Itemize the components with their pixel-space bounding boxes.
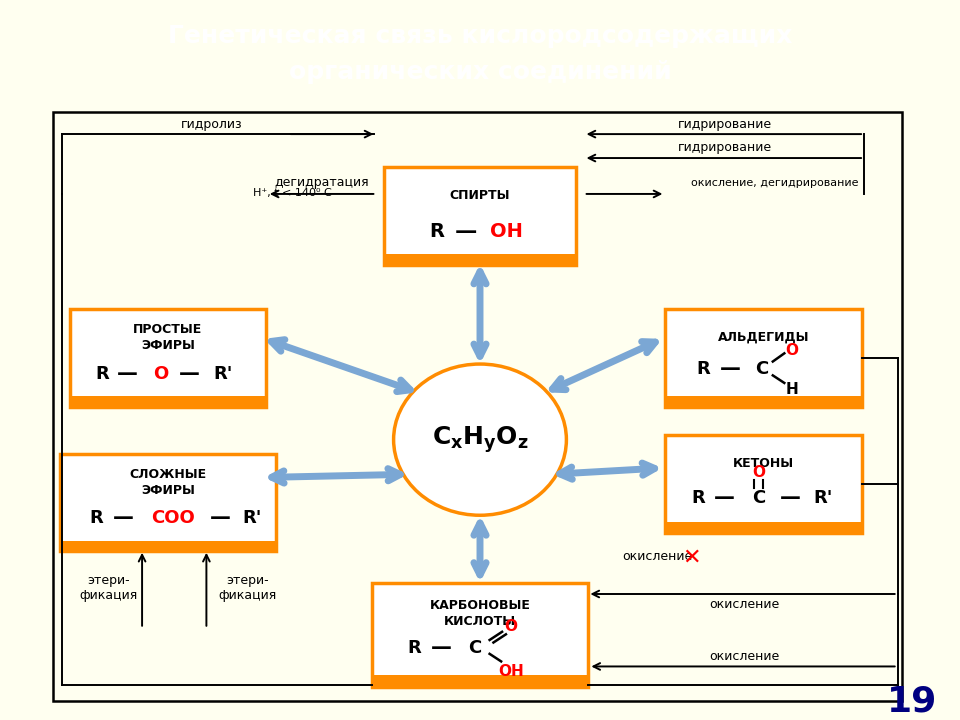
- Text: гидролиз: гидролиз: [180, 118, 242, 131]
- Text: O: O: [153, 364, 168, 382]
- Text: окисление: окисление: [708, 650, 780, 664]
- FancyBboxPatch shape: [69, 396, 266, 407]
- Text: R: R: [429, 222, 444, 241]
- FancyBboxPatch shape: [60, 541, 276, 552]
- Text: ✕: ✕: [682, 547, 701, 567]
- Text: —: —: [780, 487, 801, 508]
- Text: —: —: [720, 359, 741, 379]
- Text: Генетическая связь кислородсодержащих: Генетическая связь кислородсодержащих: [168, 24, 792, 48]
- Text: гидрирование: гидрирование: [678, 141, 772, 155]
- FancyBboxPatch shape: [372, 583, 588, 687]
- Text: —: —: [454, 222, 477, 242]
- Text: СПИРТЫ: СПИРТЫ: [449, 189, 511, 202]
- Text: R': R': [243, 510, 262, 527]
- Text: —: —: [714, 487, 735, 508]
- Text: C: C: [468, 639, 482, 657]
- Text: R': R': [213, 364, 232, 382]
- Text: гидрирование: гидрирование: [678, 118, 772, 131]
- Text: O: O: [504, 619, 517, 634]
- Text: АЛЬДЕГИДЫ: АЛЬДЕГИДЫ: [717, 330, 809, 343]
- Text: —: —: [117, 364, 138, 384]
- FancyBboxPatch shape: [664, 522, 861, 533]
- FancyBboxPatch shape: [372, 675, 588, 687]
- FancyBboxPatch shape: [69, 309, 266, 407]
- Text: R: R: [89, 510, 103, 527]
- Text: COO: COO: [151, 510, 195, 527]
- Text: КЕТОНЫ: КЕТОНЫ: [732, 456, 794, 469]
- Text: $\mathbf{C_xH_yO_z}$: $\mathbf{C_xH_yO_z}$: [432, 424, 528, 455]
- Text: O: O: [752, 465, 765, 480]
- Text: R: R: [408, 639, 421, 657]
- FancyBboxPatch shape: [664, 396, 861, 407]
- FancyBboxPatch shape: [384, 167, 576, 265]
- Text: этери-
фикация: этери- фикация: [80, 574, 137, 602]
- Text: ПРОСТЫЕ
ЭФИРЫ: ПРОСТЫЕ ЭФИРЫ: [133, 323, 203, 352]
- FancyBboxPatch shape: [384, 254, 576, 265]
- Text: C: C: [755, 360, 768, 378]
- Text: R': R': [813, 489, 832, 507]
- Text: —: —: [431, 637, 452, 657]
- Ellipse shape: [394, 364, 566, 516]
- Text: H: H: [785, 382, 799, 397]
- FancyBboxPatch shape: [664, 435, 861, 533]
- Text: органических соединений: органических соединений: [289, 60, 671, 84]
- Text: OH: OH: [498, 664, 523, 679]
- Text: СЛОЖНЫЕ
ЭФИРЫ: СЛОЖНЫЕ ЭФИРЫ: [130, 468, 206, 497]
- Text: R: R: [697, 360, 710, 378]
- Text: 19: 19: [887, 684, 937, 718]
- Text: O: O: [785, 343, 799, 358]
- Text: OH: OH: [491, 222, 523, 241]
- FancyBboxPatch shape: [60, 454, 276, 552]
- Text: H⁺, t < 140⁰ C: H⁺, t < 140⁰ C: [253, 189, 332, 198]
- Text: окисление: окисление: [708, 598, 780, 611]
- Text: —: —: [112, 508, 133, 528]
- Text: R: R: [96, 364, 109, 382]
- Text: C: C: [752, 489, 765, 507]
- Text: окисление, дегидрирование: окисление, дегидрирование: [691, 179, 858, 188]
- Text: окисление: окисление: [622, 549, 692, 563]
- Text: —: —: [179, 364, 200, 384]
- Text: дегидратация: дегидратация: [275, 176, 369, 189]
- Text: —: —: [210, 508, 231, 528]
- Text: КАРБОНОВЫЕ
КИСЛОТЫ: КАРБОНОВЫЕ КИСЛОТЫ: [429, 598, 531, 628]
- Text: R: R: [691, 489, 705, 507]
- Text: этери-
фикация: этери- фикация: [219, 574, 276, 602]
- FancyBboxPatch shape: [664, 309, 861, 407]
